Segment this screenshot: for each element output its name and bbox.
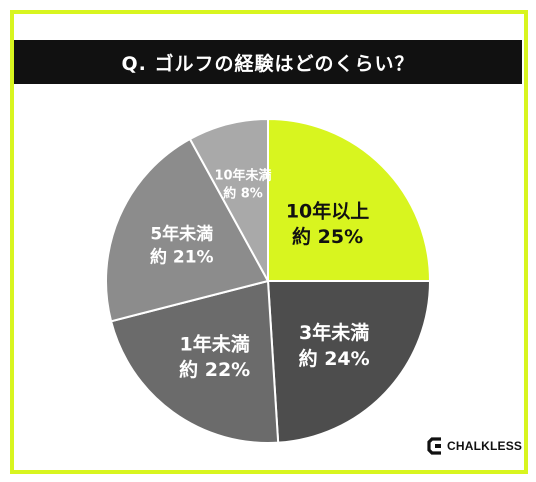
slice-category-label-1: 10年以上: [286, 199, 369, 222]
slice-value-label-4: 約 21%: [150, 247, 214, 268]
pie-slice-5: [188, 117, 269, 282]
slice-value-label-1: 約 25%: [292, 225, 363, 248]
slice-category-label-4: 5年未満: [150, 224, 213, 245]
slice-category-label-5: 10年未満: [214, 168, 271, 184]
chart-title: Q. ゴルフの経験はどのくらい？: [121, 52, 415, 75]
slice-category-label-2: 3年未満: [299, 321, 369, 344]
pie-slice-3: [109, 279, 280, 444]
pie-slice-4: [105, 137, 270, 323]
brand-logo: CHALKLESS: [426, 436, 522, 456]
pie-slice-2: [266, 280, 432, 444]
pie-slice-1: [267, 117, 432, 282]
slice-value-label-2: 約 24%: [299, 347, 370, 370]
title-bar: Q. ゴルフの経験はどのくらい？: [14, 40, 522, 84]
slice-category-label-3: 1年未満: [180, 332, 250, 355]
chalkless-logo-icon: [427, 437, 441, 455]
slice-value-label-3: 約 22%: [179, 358, 250, 381]
logo-text: CHALKLESS: [447, 439, 523, 453]
slice-value-label-5: 約 8%: [223, 185, 263, 201]
